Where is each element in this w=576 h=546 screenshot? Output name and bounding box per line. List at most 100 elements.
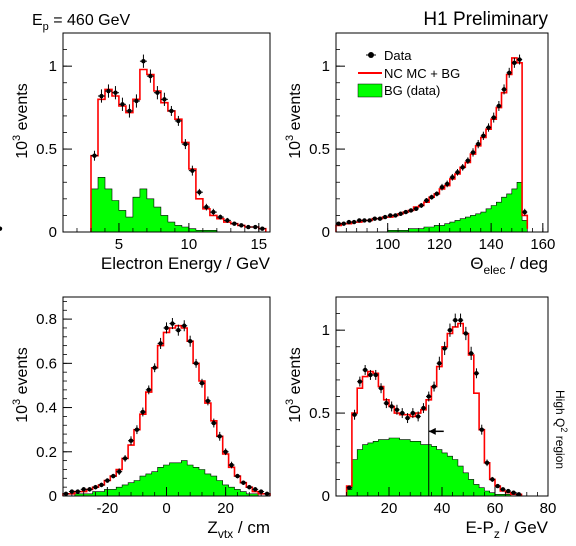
- data-point: [75, 489, 80, 494]
- data-point: [384, 400, 389, 406]
- data-point: [258, 489, 264, 494]
- x-tick-label: 160: [530, 236, 555, 253]
- x-tick-label: 100: [375, 236, 400, 253]
- data-point: [357, 218, 362, 223]
- x-tick-label: 10: [181, 236, 198, 253]
- data-point: [346, 219, 352, 225]
- data-point: [253, 224, 258, 230]
- data-point: [122, 456, 128, 461]
- data-point: [241, 480, 246, 485]
- data-point: [229, 462, 234, 468]
- data-point: [522, 209, 527, 215]
- data-point: [408, 208, 414, 213]
- beam-energy-label: Ep = 460 GeV: [32, 12, 131, 33]
- y-axis-title: 103 events: [284, 83, 304, 159]
- data-point: [474, 371, 479, 376]
- data-point: [501, 87, 507, 92]
- y-tick-label: 0.4: [36, 400, 57, 417]
- data-point: [447, 327, 453, 333]
- data-point: [87, 487, 92, 492]
- data-point: [111, 473, 116, 479]
- data-point: [419, 203, 424, 208]
- panel-e-minus-pz: 20 40 60 80 0 0.5 1 E-Pz / GeV 103 events: [284, 296, 556, 541]
- data-point: [225, 218, 230, 223]
- cut-arrow-head: [428, 427, 436, 435]
- x-tick-label: 20: [381, 500, 398, 517]
- data-point: [105, 478, 110, 483]
- data-point: [199, 381, 205, 386]
- data-point: [479, 427, 484, 432]
- data-point: [398, 211, 403, 216]
- data-point: [437, 361, 442, 366]
- data-point: [460, 165, 465, 170]
- data-point: [468, 351, 474, 356]
- bg-histogram: [90, 177, 266, 233]
- y-axis-title: 103 events: [11, 83, 31, 159]
- data-point: [93, 484, 98, 490]
- data-point: [450, 175, 455, 180]
- preliminary-label: H1 Preliminary: [423, 9, 548, 30]
- y-tick-label: 0: [49, 488, 57, 505]
- data-point: [490, 477, 495, 482]
- data-point: [81, 487, 86, 492]
- data-point: [170, 321, 175, 326]
- data-point: [410, 410, 416, 416]
- data-point: [116, 469, 122, 474]
- bg-histogram: [336, 182, 528, 233]
- data-point: [211, 209, 216, 215]
- data-point: [204, 204, 209, 210]
- data-point: [341, 221, 346, 226]
- data-point: [134, 98, 139, 104]
- data-point: [152, 365, 157, 370]
- data-point: [347, 485, 352, 490]
- data-point: [507, 70, 512, 76]
- x-tick-label: 20: [217, 500, 234, 517]
- data-point: [393, 213, 398, 218]
- data-point: [405, 415, 410, 421]
- data-point: [127, 108, 132, 114]
- data-point: [429, 194, 434, 200]
- data-point: [128, 438, 134, 443]
- data-point: [99, 482, 104, 488]
- data-point: [442, 346, 447, 351]
- data-point: [183, 141, 188, 147]
- data-point: [239, 223, 244, 228]
- data-point: [357, 379, 363, 384]
- x-tick-label: 140: [479, 236, 504, 253]
- data-point: [388, 213, 393, 218]
- data-point: [465, 158, 471, 163]
- y-tick-label: 0: [322, 488, 330, 505]
- data-point: [169, 108, 174, 114]
- data-point: [260, 226, 265, 231]
- data-point: [491, 115, 496, 120]
- data-point: [253, 487, 258, 492]
- data-point: [193, 361, 199, 366]
- data-point: [205, 398, 211, 404]
- legend-data-label: Data: [384, 48, 412, 63]
- data-point: [455, 170, 460, 175]
- y-tick-label: 0.6: [36, 355, 57, 372]
- data-point: [415, 414, 421, 419]
- data-point: [367, 218, 372, 223]
- x-tick-label: 120: [427, 236, 452, 253]
- y-tick-label: 1: [322, 58, 330, 75]
- legend-bg-label: BG (data): [384, 83, 440, 98]
- data-point: [434, 191, 440, 197]
- data-point: [352, 412, 357, 417]
- y-tick-label: 0.2: [36, 444, 57, 461]
- x-tick-label: 40: [434, 500, 451, 517]
- data-point: [176, 118, 181, 124]
- data-point: [264, 491, 270, 496]
- data-point: [235, 473, 240, 479]
- data-point: [512, 60, 517, 66]
- data-point: [516, 492, 522, 497]
- data-point: [475, 141, 481, 147]
- y-axis-title: 103 events: [284, 347, 304, 423]
- legend-bg-swatch: [357, 83, 383, 98]
- data-point: [506, 488, 511, 494]
- data-point: [211, 420, 217, 426]
- data-point: [141, 58, 146, 64]
- x-tick-label: 5: [115, 236, 123, 253]
